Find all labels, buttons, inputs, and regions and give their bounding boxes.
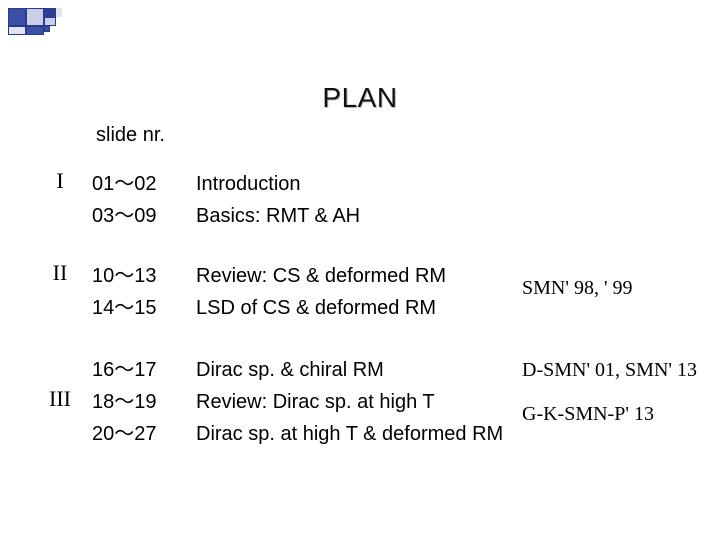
row-description: LSD of CS & deformed RM: [196, 292, 518, 324]
slide-title: PLAN: [0, 82, 720, 114]
section-gap: [0, 324, 720, 354]
deco-square: [26, 26, 44, 35]
slide: PLAN slide nr. I 01～02 03～09 Introductio…: [0, 0, 720, 540]
slide-range: 03～09: [92, 200, 192, 232]
section-gap: [0, 232, 720, 260]
subheading: slide nr.: [96, 124, 165, 147]
row-description: Basics: RMT & AH: [196, 200, 518, 232]
row-description: Dirac sp. at high T & deformed RM: [196, 418, 518, 450]
row-reference: SMN' 98, ' 99: [522, 272, 720, 304]
deco-square: [56, 8, 62, 17]
row-reference: [522, 386, 720, 398]
section-3: III 16～17 18～19 20～27 Dirac sp. & chiral…: [32, 354, 720, 450]
row-reference: G-K-SMN-P' 13: [522, 398, 720, 430]
slide-range: 10～13: [92, 260, 192, 292]
section-roman: II: [32, 260, 88, 286]
deco-square: [44, 17, 56, 26]
slide-range: 16～17: [92, 354, 192, 386]
row-reference: [522, 168, 720, 180]
deco-square: [44, 26, 50, 32]
section-1: I 01～02 03～09 Introduction Basics: RMT &…: [32, 168, 720, 232]
row-description: Introduction: [196, 168, 518, 200]
row-reference: [522, 260, 720, 272]
deco-square: [26, 8, 44, 26]
row-description: Dirac sp. & chiral RM: [196, 354, 518, 386]
row-reference: D-SMN' 01, SMN' 13: [522, 354, 720, 386]
deco-square: [8, 8, 26, 26]
deco-square: [8, 26, 26, 35]
section-roman: III: [32, 354, 88, 412]
row-description: Review: CS & deformed RM: [196, 260, 518, 292]
slide-range: 18～19: [92, 386, 192, 418]
section-roman: I: [32, 168, 88, 194]
row-description: Review: Dirac sp. at high T: [196, 386, 518, 418]
section-2: II 10～13 14～15 Review: CS & deformed RM …: [32, 260, 720, 324]
row-reference: [522, 180, 720, 192]
slide-range: 20～27: [92, 418, 192, 450]
slide-range: 01～02: [92, 168, 192, 200]
deco-square: [44, 8, 56, 17]
plan-table: I 01～02 03～09 Introduction Basics: RMT &…: [0, 168, 720, 450]
slide-range: 14～15: [92, 292, 192, 324]
